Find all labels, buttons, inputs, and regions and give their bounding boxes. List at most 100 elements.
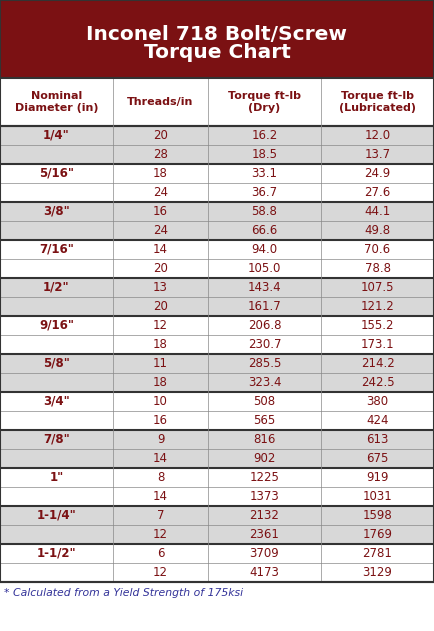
Text: 24.9: 24.9 (365, 167, 391, 180)
Bar (0, 449, 434, 468)
Text: 94.0: 94.0 (251, 243, 278, 256)
Text: 58.8: 58.8 (252, 205, 277, 218)
Bar (0, 126, 434, 145)
Bar (0, 354, 434, 373)
Text: 24: 24 (153, 186, 168, 199)
Bar (0, 525, 434, 544)
Bar (0, 278, 434, 297)
Text: 242.5: 242.5 (361, 376, 395, 389)
Text: 11: 11 (153, 357, 168, 370)
Bar (0, 0, 434, 78)
Text: 18.5: 18.5 (251, 148, 277, 161)
Text: 44.1: 44.1 (365, 205, 391, 218)
Text: 161.7: 161.7 (248, 300, 281, 313)
Text: 10: 10 (153, 395, 168, 408)
Text: 78.8: 78.8 (365, 262, 391, 275)
Text: 24: 24 (153, 224, 168, 237)
Text: 2132: 2132 (250, 509, 279, 522)
Bar (0, 145, 434, 164)
Text: 14: 14 (153, 452, 168, 465)
Text: 13.7: 13.7 (365, 148, 391, 161)
Text: Torque ft-lb
(Lubricated): Torque ft-lb (Lubricated) (339, 91, 416, 113)
Bar (0, 259, 434, 278)
Text: 16: 16 (153, 205, 168, 218)
Text: 1/4": 1/4" (43, 129, 70, 142)
Text: 9: 9 (157, 433, 164, 446)
Text: 13: 13 (153, 281, 168, 294)
Text: 3/8": 3/8" (43, 205, 70, 218)
Bar (0, 316, 434, 335)
Text: 1598: 1598 (363, 509, 392, 522)
Text: 36.7: 36.7 (251, 186, 278, 199)
Bar (0, 392, 434, 411)
Text: 323.4: 323.4 (248, 376, 281, 389)
Text: * Calculated from a Yield Strength of 175ksi: * Calculated from a Yield Strength of 17… (4, 588, 243, 598)
Text: 20: 20 (153, 300, 168, 313)
Text: 143.4: 143.4 (248, 281, 281, 294)
Bar (0, 183, 434, 202)
Text: 214.2: 214.2 (361, 357, 395, 370)
Text: Threads/in: Threads/in (127, 97, 194, 107)
Text: 1/2": 1/2" (43, 281, 70, 294)
Text: 675: 675 (366, 452, 389, 465)
Text: 1769: 1769 (362, 528, 392, 541)
Bar (0, 506, 434, 525)
Text: 16: 16 (153, 414, 168, 427)
Text: 902: 902 (253, 452, 276, 465)
Text: Torque Chart: Torque Chart (144, 44, 290, 62)
Text: 173.1: 173.1 (361, 338, 395, 351)
Text: 6: 6 (157, 547, 164, 560)
Text: 1373: 1373 (250, 490, 279, 503)
Text: 7: 7 (157, 509, 164, 522)
Text: Inconel 718 Bolt/Screw: Inconel 718 Bolt/Screw (86, 25, 348, 44)
Text: 4173: 4173 (250, 566, 279, 579)
Text: 12: 12 (153, 528, 168, 541)
Text: 230.7: 230.7 (248, 338, 281, 351)
Bar (0, 202, 434, 221)
Text: 70.6: 70.6 (365, 243, 391, 256)
Text: 2361: 2361 (250, 528, 279, 541)
Text: 613: 613 (366, 433, 389, 446)
Text: 18: 18 (153, 376, 168, 389)
Text: Nominal
Diameter (in): Nominal Diameter (in) (15, 91, 98, 113)
Text: 424: 424 (366, 414, 389, 427)
Text: 9/16": 9/16" (39, 319, 74, 332)
Bar (0, 544, 434, 563)
Bar (0, 164, 434, 183)
Text: 121.2: 121.2 (361, 300, 395, 313)
Text: 33.1: 33.1 (251, 167, 277, 180)
Text: 3129: 3129 (362, 566, 392, 579)
Text: 49.8: 49.8 (365, 224, 391, 237)
Bar (0, 78, 434, 126)
Text: 1-1/4": 1-1/4" (36, 509, 76, 522)
Text: 3/4": 3/4" (43, 395, 70, 408)
Text: 20: 20 (153, 129, 168, 142)
Text: 12: 12 (153, 319, 168, 332)
Text: 28: 28 (153, 148, 168, 161)
Text: 1": 1" (49, 471, 64, 484)
Text: 5/8": 5/8" (43, 357, 70, 370)
Text: 66.6: 66.6 (251, 224, 278, 237)
Text: 3709: 3709 (250, 547, 279, 560)
Bar (0, 430, 434, 449)
Text: 18: 18 (153, 167, 168, 180)
Text: 1225: 1225 (250, 471, 279, 484)
Bar (0, 240, 434, 259)
Bar (0, 411, 434, 430)
Text: 155.2: 155.2 (361, 319, 394, 332)
Text: 285.5: 285.5 (248, 357, 281, 370)
Text: 107.5: 107.5 (361, 281, 394, 294)
Text: 1031: 1031 (363, 490, 392, 503)
Text: 27.6: 27.6 (365, 186, 391, 199)
Text: 20: 20 (153, 262, 168, 275)
Text: 380: 380 (366, 395, 388, 408)
Text: 816: 816 (253, 433, 276, 446)
Text: 919: 919 (366, 471, 389, 484)
Text: 206.8: 206.8 (248, 319, 281, 332)
Bar (0, 297, 434, 316)
Bar (0, 221, 434, 240)
Bar (0, 487, 434, 506)
Text: 7/8": 7/8" (43, 433, 70, 446)
Text: 14: 14 (153, 243, 168, 256)
Bar (0, 335, 434, 354)
